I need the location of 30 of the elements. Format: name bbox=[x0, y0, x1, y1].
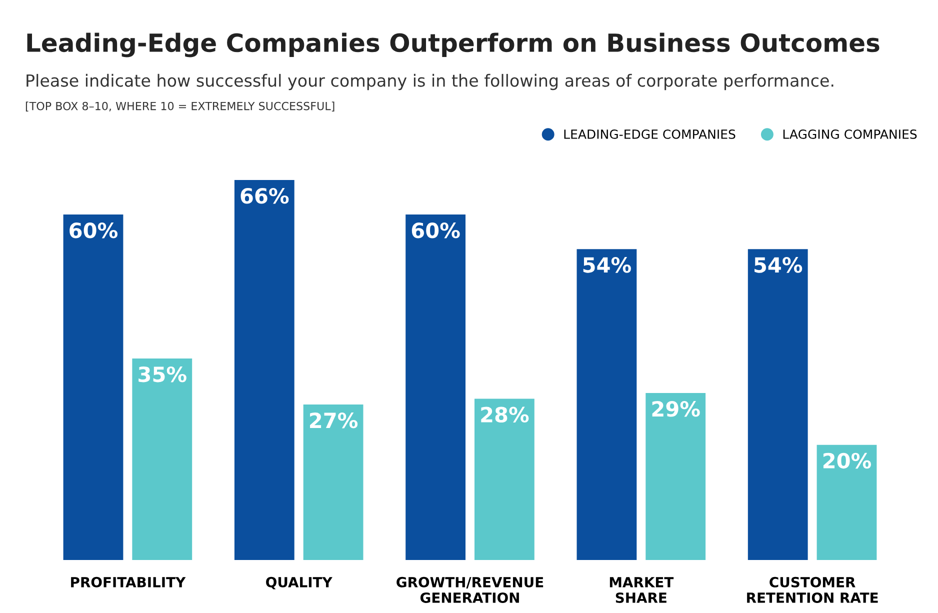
bar bbox=[474, 398, 534, 560]
data-label: 29% bbox=[652, 401, 700, 417]
bar bbox=[234, 180, 294, 560]
data-label: 27% bbox=[310, 412, 358, 428]
bar bbox=[748, 249, 808, 560]
data-label: 66% bbox=[240, 188, 289, 204]
bar bbox=[63, 214, 124, 560]
chart-subtitle: Please indicate how successful your company is in the following areas of corporate performance. bbox=[26, 74, 834, 90]
data-label: 54% bbox=[583, 257, 631, 273]
bar bbox=[646, 393, 706, 560]
data-label: 28% bbox=[481, 406, 529, 423]
data-label: 60% bbox=[412, 222, 460, 238]
x-tick-label: CUSTOMER RETENTION RATE bbox=[747, 576, 878, 603]
bar bbox=[816, 444, 877, 560]
x-tick-label: GROWTH/REVENUE GENERATION bbox=[396, 576, 544, 603]
bar bbox=[406, 214, 466, 560]
legend-label: LAGGING COMPANIES bbox=[783, 129, 917, 139]
x-tick-label: MARKET SHARE bbox=[610, 577, 674, 603]
bar bbox=[132, 358, 192, 560]
chart-title: Leading-Edge Companies Outperform on Business Outcomes bbox=[27, 32, 880, 58]
text: [TOP BOX 8–10, WHERE 10 = EXTREMELY SUCCESSFUL] bbox=[26, 102, 334, 112]
x-tick-label: QUALITY bbox=[266, 576, 332, 590]
data-label: 54% bbox=[754, 257, 802, 273]
bar bbox=[303, 404, 364, 560]
data-label: 60% bbox=[70, 222, 118, 238]
legend-label: LEADING-EDGE COMPANIES bbox=[564, 129, 736, 139]
data-label: 20% bbox=[823, 452, 872, 469]
bar bbox=[576, 249, 637, 560]
x-tick-label: PROFITABILITY bbox=[71, 576, 186, 588]
data-label: 35% bbox=[138, 366, 186, 382]
